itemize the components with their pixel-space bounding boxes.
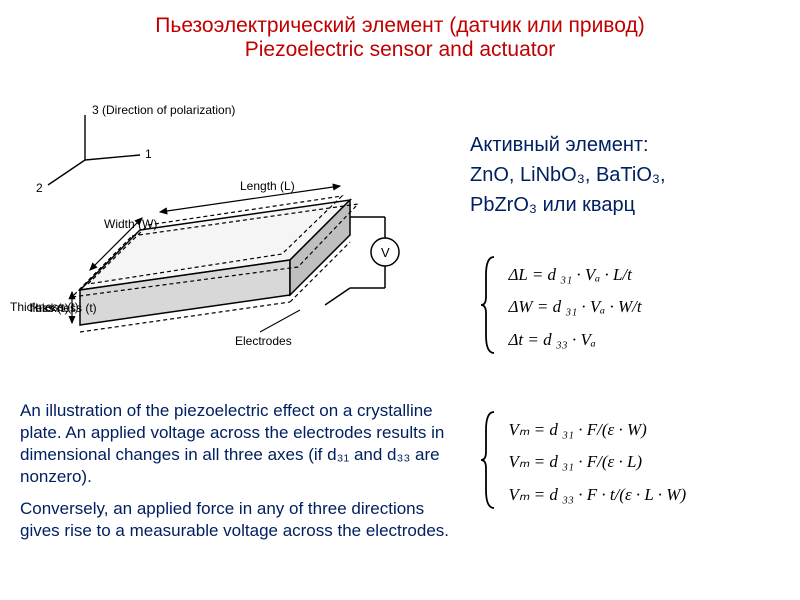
axis2-label: 2 [36,181,43,195]
title-russian: Пьезоэлектрический элемент (датчик или п… [40,14,760,38]
eq-Vm3: Vₘ = d ₃₃ · F · t/(ε · L · W) [508,479,686,511]
description-block: An illustration of the piezoelectric eff… [20,400,460,543]
eq-dW: ΔW = d ₃₁ · Vₐ · W/t [508,291,641,323]
eq-dL: ΔL = d ₃₁ · Vₐ · L/t [508,259,641,291]
length-label: Length (L) [240,179,295,193]
electrodes-label: Electrodes [235,334,292,348]
description-paragraph-1: An illustration of the piezoelectric eff… [20,400,460,488]
brace-icon [480,410,496,515]
slide-title-block: Пьезоэлектрический элемент (датчик или п… [0,0,800,68]
eq-dt: Δt = d ₃₃ · Vₐ [508,324,641,356]
eq-Vm2: Vₘ = d ₃₁ · F/(ε · L) [508,446,686,478]
axis3-label: 3 (Direction of polarization) [92,103,235,117]
thickness-overlay: Thickness (t) [10,300,79,314]
materials-block: Активный элемент: ZnO, LiNbO₃, BaTiO₃, P… [470,130,790,220]
description-paragraph-2: Conversely, an applied force in any of t… [20,498,460,542]
voltmeter-label: V [381,245,390,260]
axis1-label: 1 [145,147,152,161]
equations-voltage: Vₘ = d ₃₁ · F/(ε · W) Vₘ = d ₃₁ · F/(ε ·… [480,410,790,515]
eq-Vm1: Vₘ = d ₃₁ · F/(ε · W) [508,414,686,446]
materials-heading: Активный элемент: [470,130,790,160]
materials-line2: PbZrO₃ или кварц [470,190,790,220]
brace-icon [480,255,496,360]
materials-line1: ZnO, LiNbO₃, BaTiO₃, [470,160,790,190]
piezoelectric-diagram: 3 (Direction of polarization) 1 2 Length… [30,100,430,360]
title-english: Piezoelectric sensor and actuator [40,38,760,62]
width-label: Width (W) [104,217,157,231]
equations-displacement: ΔL = d ₃₁ · Vₐ · L/t ΔW = d ₃₁ · Vₐ · W/… [480,255,780,360]
